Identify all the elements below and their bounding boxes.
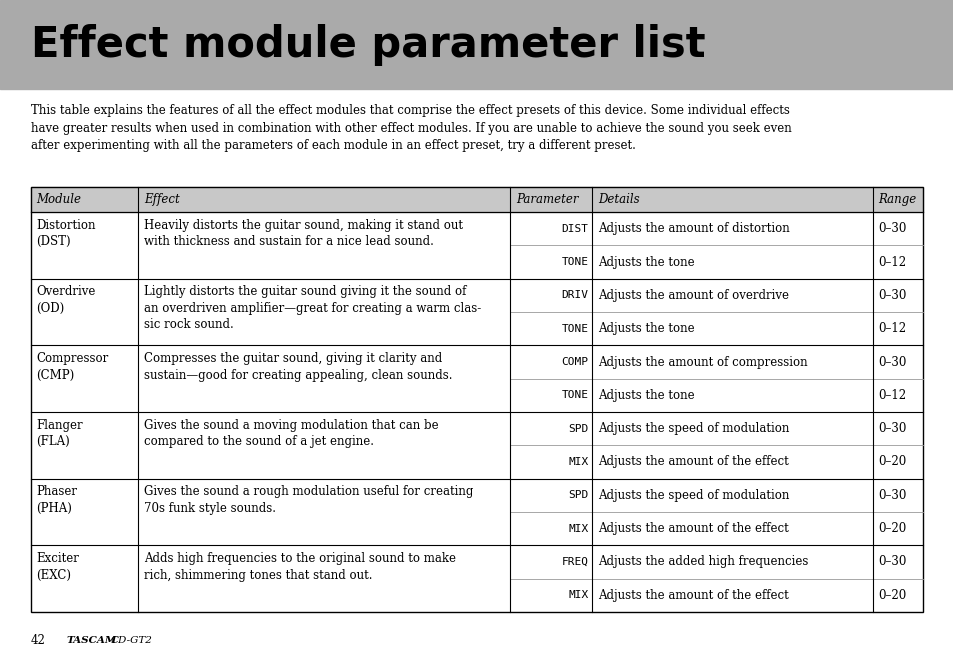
Text: TASCAM: TASCAM: [67, 635, 117, 645]
Text: Adjusts the amount of the effect: Adjusts the amount of the effect: [598, 588, 788, 602]
Bar: [30, 187, 923, 612]
Text: 0–20: 0–20: [878, 522, 906, 535]
Text: TONE: TONE: [561, 257, 588, 267]
Text: 0–30: 0–30: [878, 488, 906, 502]
Text: Compresses the guitar sound, giving it clarity and
sustain—good for creating app: Compresses the guitar sound, giving it c…: [144, 352, 452, 382]
Text: 0–30: 0–30: [878, 556, 906, 568]
Text: Adjusts the tone: Adjusts the tone: [598, 256, 694, 268]
Bar: [0, 0, 953, 89]
Text: SPD: SPD: [568, 423, 588, 433]
Bar: [30, 187, 923, 212]
Text: MIX: MIX: [568, 523, 588, 533]
Text: 0–12: 0–12: [878, 389, 905, 402]
Text: Heavily distorts the guitar sound, making it stand out
with thickness and sustai: Heavily distorts the guitar sound, makin…: [144, 219, 462, 248]
Text: Gives the sound a moving modulation that can be
compared to the sound of a jet e: Gives the sound a moving modulation that…: [144, 419, 438, 448]
Text: Adjusts the speed of modulation: Adjusts the speed of modulation: [598, 422, 789, 435]
Text: FREQ: FREQ: [561, 557, 588, 567]
Text: Adjusts the added high frequencies: Adjusts the added high frequencies: [598, 556, 808, 568]
Text: Adjusts the amount of the effect: Adjusts the amount of the effect: [598, 522, 788, 535]
Text: Lightly distorts the guitar sound giving it the sound of
an overdriven amplifier: Lightly distorts the guitar sound giving…: [144, 285, 481, 331]
Text: Overdrive
(OD): Overdrive (OD): [36, 285, 95, 315]
Text: Adjusts the amount of the effect: Adjusts the amount of the effect: [598, 456, 788, 468]
Text: 0–30: 0–30: [878, 222, 906, 236]
Text: DIST: DIST: [561, 223, 588, 234]
Text: MIX: MIX: [568, 590, 588, 601]
Text: 0–30: 0–30: [878, 289, 906, 302]
Text: SPD: SPD: [568, 491, 588, 501]
Text: Module: Module: [36, 193, 81, 206]
Text: Range: Range: [878, 193, 916, 206]
Text: Adjusts the amount of compression: Adjusts the amount of compression: [598, 356, 807, 368]
Text: Effect: Effect: [144, 193, 179, 206]
Text: 42: 42: [30, 633, 46, 647]
Text: Distortion
(DST): Distortion (DST): [36, 219, 95, 248]
Text: COMP: COMP: [561, 357, 588, 367]
Text: 0–12: 0–12: [878, 322, 905, 336]
Text: MIX: MIX: [568, 457, 588, 467]
Text: Adjusts the speed of modulation: Adjusts the speed of modulation: [598, 488, 789, 502]
Text: 0–30: 0–30: [878, 422, 906, 435]
Text: Flanger
(FLA): Flanger (FLA): [36, 419, 83, 448]
Text: Adjusts the amount of distortion: Adjusts the amount of distortion: [598, 222, 789, 236]
Text: 0–20: 0–20: [878, 588, 906, 602]
Text: Parameter: Parameter: [516, 193, 578, 206]
Text: 0–30: 0–30: [878, 356, 906, 368]
Text: This table explains the features of all the effect modules that comprise the eff: This table explains the features of all …: [30, 104, 790, 152]
Text: Effect module parameter list: Effect module parameter list: [30, 23, 704, 66]
Text: CD-GT2: CD-GT2: [111, 635, 152, 645]
Text: Adds high frequencies to the original sound to make
rich, shimmering tones that : Adds high frequencies to the original so…: [144, 552, 456, 582]
Text: TONE: TONE: [561, 391, 588, 401]
Text: Adjusts the amount of overdrive: Adjusts the amount of overdrive: [598, 289, 788, 302]
Text: Details: Details: [598, 193, 639, 206]
Text: 0–20: 0–20: [878, 456, 906, 468]
Text: Gives the sound a rough modulation useful for creating
70s funk style sounds.: Gives the sound a rough modulation usefu…: [144, 485, 473, 515]
Text: Exciter
(EXC): Exciter (EXC): [36, 552, 79, 582]
Text: Adjusts the tone: Adjusts the tone: [598, 389, 694, 402]
Text: TONE: TONE: [561, 323, 588, 333]
Text: Compressor
(CMP): Compressor (CMP): [36, 352, 109, 382]
Text: 0–12: 0–12: [878, 256, 905, 268]
Text: Phaser
(PHA): Phaser (PHA): [36, 485, 77, 515]
Text: DRIV: DRIV: [561, 291, 588, 301]
Text: Adjusts the tone: Adjusts the tone: [598, 322, 694, 336]
